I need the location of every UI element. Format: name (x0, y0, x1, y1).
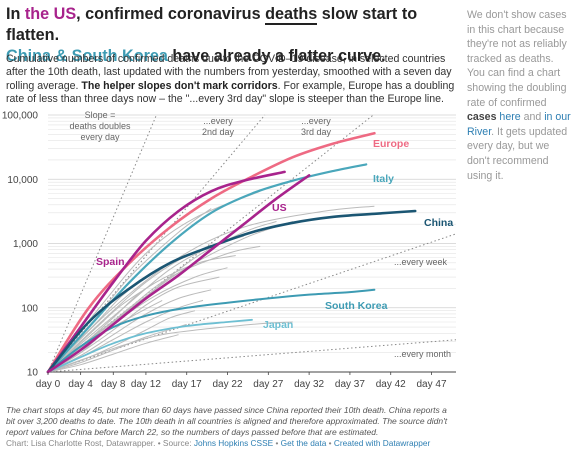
y-tick-label: 10,000 (7, 175, 38, 186)
sidebar-text-2: . It gets updated every day, but we don'… (467, 125, 568, 182)
other-country-line (47, 334, 179, 373)
get-data-link[interactable]: Get the data (280, 438, 327, 448)
helper-slope-label: ...every month (394, 349, 451, 359)
y-tick-label: 100 (21, 303, 38, 314)
helper-slope-label: ...every (301, 116, 331, 126)
x-tick-label: day 8 (101, 379, 126, 390)
x-tick-label: day 32 (294, 379, 324, 390)
x-tick-label: day 42 (376, 379, 406, 390)
x-tick-label: day 27 (253, 379, 283, 390)
series-labels-layer: Europe Italy US Spain China South Korea Japan (96, 138, 453, 331)
series-label-italy: Italy (373, 173, 394, 185)
series-label-china: China (424, 217, 453, 229)
description-part-3: . For example, Europe has a doubling rat… (6, 79, 455, 106)
sidebar-link-river[interactable]: in our River (467, 111, 571, 138)
footer-note: The chart stops at day 45, but more than… (6, 405, 448, 437)
series-line-china (46, 209, 417, 374)
sidebar-note: We don't show cases in this chart becaus… (467, 8, 571, 183)
x-tick-label: day 12 (131, 379, 161, 390)
y-tick-label: 100,000 (2, 111, 39, 122)
datawrapper-link[interactable]: Created with Datawrapper (333, 438, 431, 448)
other-country-line (47, 289, 212, 373)
series-line-us (46, 174, 311, 374)
credit-sep-1: • (273, 438, 281, 448)
sidebar-cases: cases (467, 111, 497, 124)
helper-slope-label: Slope = (85, 110, 116, 120)
series-line-europe (46, 131, 376, 374)
helper-slope-label: deaths doubles (69, 121, 131, 131)
title-part-in: In (6, 5, 25, 23)
title-part-mid: , confirmed coronavirus (76, 5, 266, 23)
chart-description: Cumulative numbers of confirmed deaths d… (6, 53, 456, 107)
other-country-line (47, 323, 187, 373)
sidebar-link-here[interactable]: here (499, 111, 521, 124)
series-label-us: US (272, 202, 287, 214)
x-tick-label: day 4 (68, 379, 93, 390)
helper-slope-label: ...every week (394, 257, 448, 267)
helper-slope-label: every day (80, 132, 120, 142)
y-tick-label: 1,000 (13, 239, 38, 250)
description-part-1: Cumulative numbers of confirmed deaths d… (6, 53, 452, 92)
series-label-spain: Spain (96, 256, 125, 268)
series-label-europe: Europe (373, 138, 409, 150)
title-part-end: slow start to flatten. (6, 5, 418, 44)
other-country-line (47, 282, 155, 373)
x-tick-label: day 22 (213, 379, 243, 390)
credit-source-link[interactable]: Johns Hopkins CSSE (193, 438, 274, 448)
series-label-south-korea: South Korea (325, 300, 388, 312)
y-tick-label: 10 (27, 368, 39, 379)
other-country-line (47, 205, 375, 373)
helper-slope-label: ...every (203, 116, 233, 126)
description-bold: The helper slopes don't mark corridors (81, 79, 278, 92)
helper-slope-label: 3rd day (301, 127, 332, 137)
credit-sep-2: • (326, 438, 334, 448)
x-tick-label: day 0 (36, 379, 61, 390)
series-layer (46, 131, 417, 374)
title-part-flatter: have already a flatter curve. (167, 47, 386, 65)
helper-slope-label: 2nd day (202, 127, 235, 137)
sidebar-and: and (520, 111, 545, 124)
series-line-italy (46, 163, 368, 374)
title-part-china-korea: China & South Korea (6, 47, 168, 65)
x-tick-label: day 47 (417, 379, 447, 390)
title-part-deaths: deaths (265, 5, 318, 25)
helper-slope-line (47, 114, 157, 373)
credit-line: Chart: Lisa Charlotte Rost, Datawrapper.… (6, 438, 466, 448)
chart-title: In the US, confirmed coronavirus deaths … (6, 4, 454, 67)
x-tick-label: day 37 (335, 379, 365, 390)
helper-slope-line (47, 339, 457, 373)
series-line-japan (47, 318, 253, 373)
sidebar-text-1: We don't show cases in this chart becaus… (467, 9, 567, 109)
series-line-spain (46, 170, 286, 374)
axis-layer: 10 100 1,000 10,000 100,000 day 0 day 4 day 8 da… (2, 111, 447, 391)
other-country-line (47, 321, 293, 373)
credit-author: Chart: Lisa Charlotte Rost, Datawrapper.… (6, 438, 194, 448)
series-label-japan: Japan (263, 319, 293, 331)
x-tick-label: day 17 (172, 379, 202, 390)
title-part-us: the US (24, 5, 77, 23)
